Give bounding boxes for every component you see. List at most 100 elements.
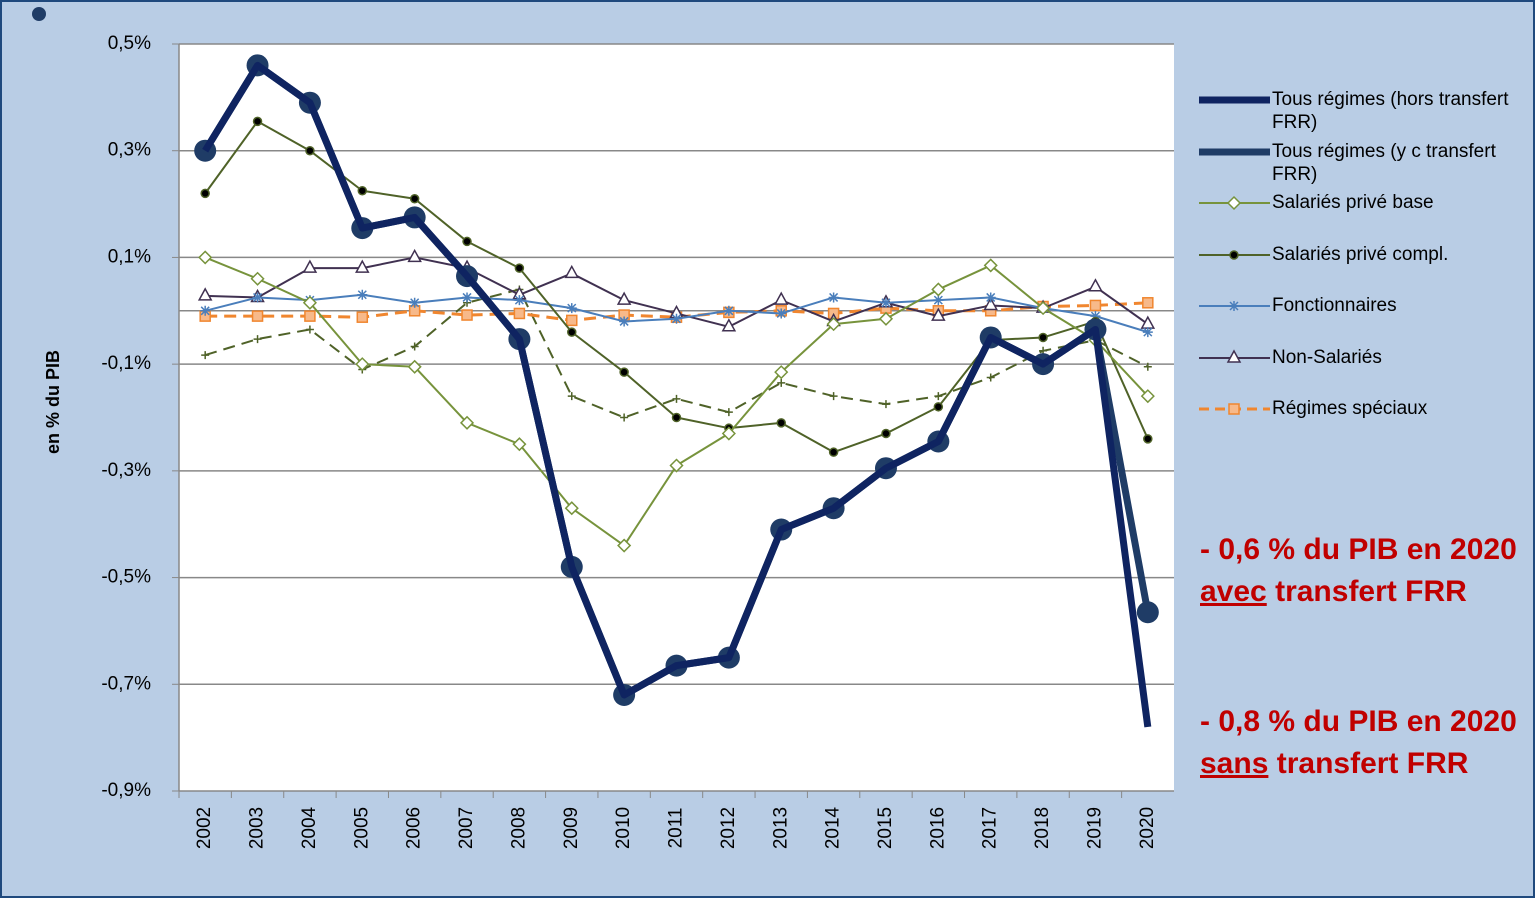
marker — [933, 295, 944, 306]
marker — [829, 392, 838, 401]
x-tick-label: 2018 — [1032, 807, 1053, 849]
marker — [462, 292, 473, 303]
marker — [409, 297, 420, 308]
y-tick-label: -0,9% — [101, 780, 151, 801]
marker — [671, 412, 682, 423]
marker — [355, 259, 370, 273]
x-tick-label: 2011 — [666, 808, 687, 849]
annotation-text: transfert FRR — [1266, 575, 1467, 608]
legend-item: Régimes spéciaux — [1197, 397, 1535, 420]
marker — [721, 318, 737, 332]
marker — [983, 296, 998, 311]
marker — [881, 428, 891, 439]
marker — [564, 264, 580, 279]
marker — [251, 310, 264, 322]
marker — [357, 185, 368, 196]
y-axis-label: en % du PIB — [43, 350, 63, 454]
marker — [410, 342, 419, 351]
x-tick-label: 2012 — [718, 807, 739, 849]
marker — [669, 458, 684, 473]
marker — [880, 297, 891, 308]
marker — [252, 292, 263, 303]
marker — [721, 426, 736, 441]
legend-label: Salariés privé base — [1272, 192, 1434, 213]
marker — [881, 400, 890, 409]
x-tick-label: 2017 — [980, 807, 1001, 849]
marker — [934, 392, 943, 401]
annotation-text: - 0,8 % du PIB en 2020 — [1200, 705, 1526, 738]
marker — [200, 188, 210, 199]
series-line — [202, 61, 1152, 728]
marker — [566, 303, 577, 314]
marker — [407, 248, 422, 263]
marker — [356, 311, 369, 323]
marker — [1229, 249, 1239, 260]
marker — [32, 7, 46, 21]
marker — [828, 292, 839, 303]
marker — [459, 415, 475, 430]
annotation-text: transfert FRR — [1268, 747, 1469, 780]
x-tick-label: 2008 — [508, 807, 529, 849]
y-tick-label: -0,1% — [101, 353, 151, 374]
marker — [1229, 301, 1239, 311]
marker — [461, 309, 473, 321]
marker — [304, 310, 316, 322]
marker — [462, 236, 472, 247]
marker — [1226, 195, 1242, 211]
marker — [878, 311, 894, 326]
legend-swatch — [1199, 403, 1270, 415]
marker — [1142, 327, 1153, 338]
marker — [407, 359, 422, 374]
y-tick-label: 0,3% — [108, 140, 151, 161]
marker — [773, 291, 789, 305]
marker — [200, 305, 211, 316]
marker — [567, 392, 576, 401]
y-tick-label: -0,7% — [101, 673, 151, 694]
marker — [1226, 348, 1242, 363]
marker — [513, 307, 526, 320]
marker — [1143, 362, 1152, 371]
marker — [201, 351, 210, 360]
marker — [250, 271, 265, 286]
legend-label: Fonctionnaires — [1272, 295, 1397, 316]
marker — [1136, 601, 1159, 624]
marker — [672, 394, 681, 403]
legend-label: Tous régimes (y c transfert FRR) — [1272, 140, 1496, 185]
marker — [305, 325, 314, 334]
marker — [619, 367, 629, 377]
marker — [724, 408, 733, 417]
marker — [620, 413, 629, 422]
legend-item: Salariés privé compl. — [1197, 243, 1535, 266]
marker — [252, 116, 263, 127]
legend-swatch — [1199, 348, 1270, 363]
marker — [617, 538, 632, 553]
marker — [826, 317, 841, 332]
marker — [566, 314, 578, 327]
x-tick-label: 2007 — [456, 807, 477, 849]
marker — [302, 259, 318, 273]
x-tick-label: 2005 — [351, 807, 372, 849]
marker — [931, 307, 946, 321]
x-tick-label: 2013 — [770, 807, 791, 849]
marker — [671, 313, 682, 324]
marker — [986, 373, 995, 382]
marker — [567, 327, 577, 337]
legend-label: Non-Salariés — [1272, 346, 1382, 368]
y-tick-label: 0,1% — [108, 246, 151, 267]
marker — [357, 289, 368, 300]
annotation: - 0,6 % du PIB en 2020 avec transfert FR… — [1200, 529, 1520, 613]
marker — [198, 250, 213, 265]
x-tick-label: 2003 — [247, 807, 268, 849]
x-tick-label: 2009 — [561, 807, 582, 849]
marker — [933, 402, 944, 412]
marker — [1088, 278, 1103, 292]
legend-item: Salariés privé base — [1197, 191, 1535, 214]
x-tick-label: 2010 — [613, 807, 634, 849]
marker — [776, 308, 787, 319]
marker — [931, 282, 946, 297]
marker — [409, 193, 420, 204]
y-tick-label: -0,5% — [101, 567, 151, 588]
marker — [1142, 297, 1154, 309]
